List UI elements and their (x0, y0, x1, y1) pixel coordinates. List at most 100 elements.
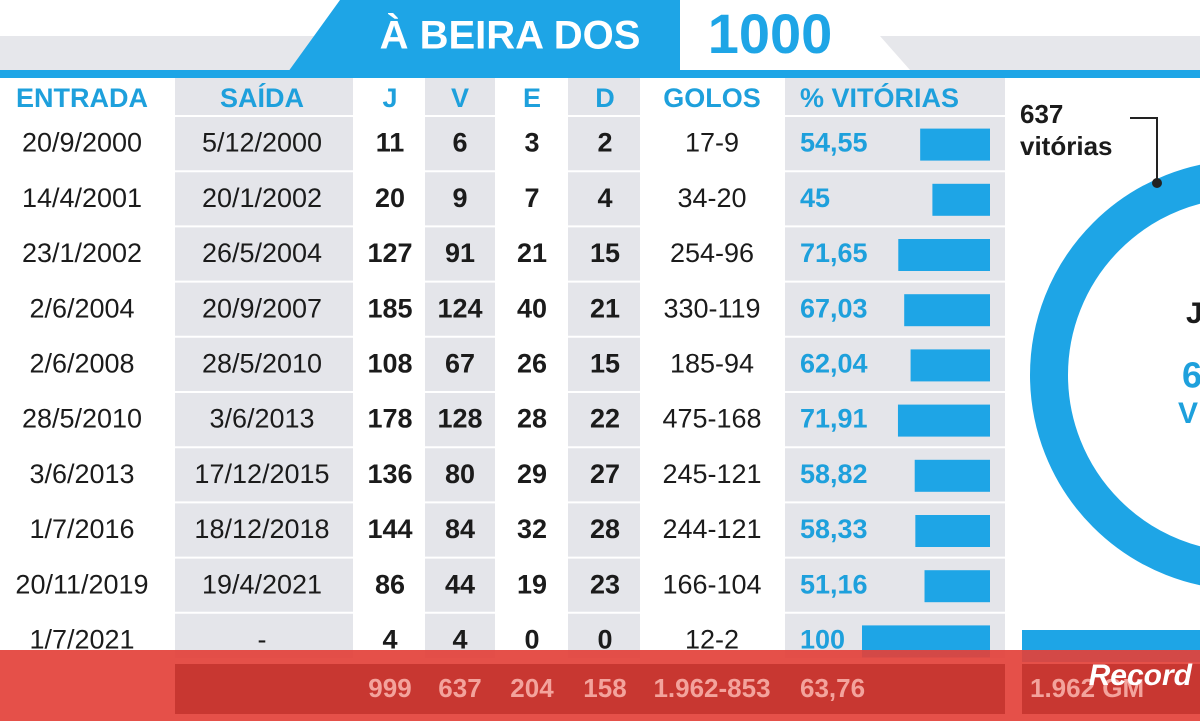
cell-entrada: 2/6/2008 (29, 349, 134, 379)
cell-saida: 3/6/2013 (209, 404, 314, 434)
ring (1030, 164, 1200, 586)
title-number: 1000 (708, 2, 833, 65)
win-pct: 71,91 (800, 404, 868, 434)
cell-d: 28 (590, 514, 620, 544)
banner-blue (288, 0, 680, 72)
cell-golos: 185-94 (670, 349, 754, 379)
win-pct: 58,33 (800, 514, 868, 544)
cell-j: 20 (375, 183, 405, 213)
cell-golos: 254-96 (670, 238, 754, 268)
total-golos: 1.962-853 (653, 673, 770, 703)
cell-d: 2 (597, 128, 612, 158)
totals-row (175, 664, 1005, 714)
banner-white (680, 0, 880, 72)
cell-e: 3 (524, 128, 539, 158)
cell-e: 21 (517, 238, 547, 268)
win-bar (914, 459, 990, 492)
column-header: SAÍDA (220, 82, 304, 113)
cell-entrada: 23/1/2002 (22, 238, 142, 268)
cell-golos: 166-104 (662, 569, 761, 599)
total-d: 158 (583, 673, 626, 703)
totals-side (1022, 664, 1200, 714)
cell-v: 84 (445, 514, 475, 544)
stripe (175, 78, 353, 658)
cell-saida: 19/4/2021 (202, 569, 322, 599)
leader-line (1130, 117, 1158, 183)
banner-gray (0, 36, 330, 70)
win-bar (924, 570, 990, 603)
cell-e: 19 (517, 569, 547, 599)
banner-line (0, 70, 1200, 78)
leader-dot (1152, 178, 1162, 188)
win-pct: 45 (800, 183, 830, 213)
cell-j: 86 (375, 569, 405, 599)
win-bar (932, 183, 990, 216)
wins-number: 637 (1020, 99, 1063, 129)
cell-golos: 34-20 (677, 183, 746, 213)
cell-v: 128 (437, 404, 482, 434)
wins-word: vitórias (1020, 131, 1113, 161)
cell-saida: 17/12/2015 (194, 459, 329, 489)
column-header: % VITÓRIAS (800, 82, 959, 113)
cell-v: 9 (452, 183, 467, 213)
cell-j: 108 (367, 349, 412, 379)
win-pct: 71,65 (800, 238, 868, 268)
cell-j: 127 (367, 238, 412, 268)
win-bar (910, 349, 990, 382)
cell-v: 67 (445, 349, 475, 379)
win-pct: 62,04 (800, 349, 868, 379)
cell-j: 144 (367, 514, 412, 544)
cell-v: 91 (445, 238, 475, 268)
cell-saida: 5/12/2000 (202, 128, 322, 158)
cell-d: 27 (590, 459, 620, 489)
column-header: D (595, 83, 615, 113)
win-pct: 58,82 (800, 459, 868, 489)
cell-entrada: 14/4/2001 (22, 183, 142, 213)
cell-d: 22 (590, 404, 620, 434)
banner-gray (880, 36, 1200, 70)
cell-e: 26 (517, 349, 547, 379)
win-pct: 51,16 (800, 569, 868, 599)
cell-golos: 12-2 (685, 625, 739, 655)
total-j: 999 (368, 673, 411, 703)
cell-entrada: 28/5/2010 (22, 404, 142, 434)
cell-golos: 475-168 (662, 404, 761, 434)
cell-saida: 20/9/2007 (202, 293, 322, 323)
win-pct: 67,03 (800, 293, 868, 323)
cell-e: 28 (517, 404, 547, 434)
cell-entrada: 1/7/2021 (29, 625, 134, 655)
cell-v: 44 (445, 569, 475, 599)
cell-d: 23 (590, 569, 620, 599)
win-bar (897, 404, 990, 437)
cell-e: 29 (517, 459, 547, 489)
column-header: GOLOS (663, 83, 761, 113)
cell-d: 21 (590, 293, 620, 323)
column-header: J (382, 83, 397, 113)
stripe (568, 78, 640, 658)
total-v: 637 (438, 673, 481, 703)
cell-saida: 26/5/2004 (202, 238, 322, 268)
cell-d: 4 (597, 183, 612, 213)
table: ENTRADA SAÍDA J V E D GOLOS % VITÓRIAS 20/9/2000… (0, 82, 1005, 658)
win-pct: 54,55 (800, 128, 868, 158)
cell-saida: 20/1/2002 (202, 183, 322, 213)
cell-j: 178 (367, 404, 412, 434)
cell-golos: 17-9 (685, 128, 739, 158)
column-header: E (523, 83, 541, 113)
cell-v: 6 (452, 128, 467, 158)
cell-d: 0 (597, 625, 612, 655)
win-bar (898, 239, 990, 271)
cell-v: 124 (437, 293, 482, 323)
column-header: ENTRADA (16, 83, 148, 113)
column-header: V (451, 83, 469, 113)
cell-golos: 245-121 (662, 459, 761, 489)
cell-v: 4 (452, 625, 467, 655)
cell-v: 80 (445, 459, 475, 489)
cell-saida: 28/5/2010 (202, 349, 322, 379)
stripe (425, 78, 495, 658)
win-bar (915, 515, 990, 547)
cell-entrada: 3/6/2013 (29, 459, 134, 489)
cell-e: 0 (524, 625, 539, 655)
cell-saida: 18/12/2018 (194, 514, 329, 544)
